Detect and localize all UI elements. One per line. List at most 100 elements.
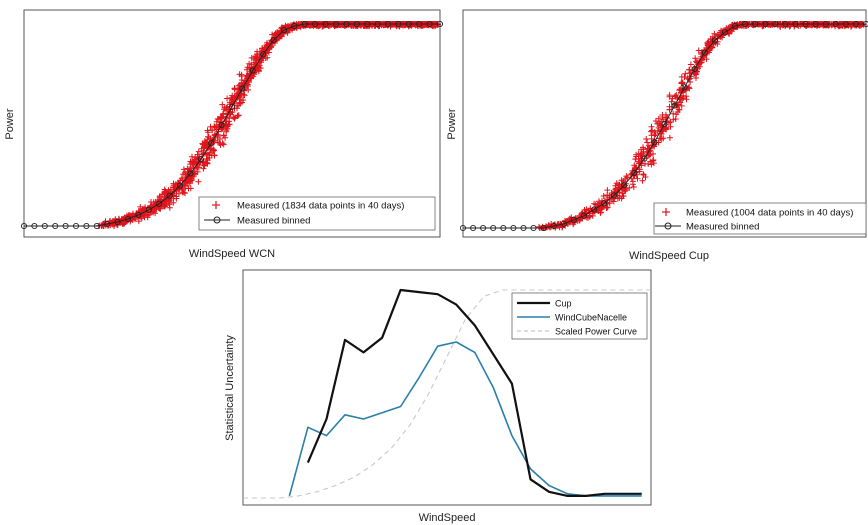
binned-point [530, 224, 537, 232]
binned-point [187, 170, 194, 177]
binned-point [772, 20, 779, 28]
binned-point [20, 222, 28, 230]
binned-point [322, 20, 329, 28]
binned-point [822, 20, 829, 28]
binned-point [490, 224, 497, 232]
scatter-point [662, 111, 669, 118]
scatter-point [654, 120, 661, 127]
binned-point [540, 224, 547, 232]
scatter-point [651, 132, 658, 139]
scatter-point [666, 106, 673, 113]
binned-point [312, 20, 319, 28]
scatter-point [570, 219, 577, 226]
binned-point [842, 20, 849, 28]
scatter-point [189, 158, 196, 165]
binned-curve-line [463, 23, 866, 229]
scatter-point [161, 186, 168, 193]
scatter-point [219, 101, 226, 108]
scatter-point [225, 121, 232, 128]
binned-point [691, 65, 698, 72]
scatter-point [728, 28, 735, 35]
binned-point [752, 20, 759, 28]
scatter-point [180, 166, 187, 173]
power-curve-panel-cup: Power WindSpeed Cup Measured (1004 data … [446, 9, 868, 262]
scatter-point [636, 168, 643, 175]
scatter-point [231, 115, 238, 122]
binned-point [550, 222, 557, 230]
legend: Measured (1004 data points in 40 days) M… [653, 202, 867, 235]
legend-label-scaled-power-curve: Scaled Power Curve [555, 327, 637, 337]
scatter-point [673, 92, 680, 98]
scatter-point [630, 184, 637, 190]
scatter-point [606, 200, 613, 207]
scatter-point [678, 73, 685, 80]
binned-point [721, 29, 729, 36]
scatter-point [623, 173, 630, 180]
scatter-point [208, 127, 215, 134]
binned-point [560, 220, 567, 227]
scatter-point [170, 199, 177, 206]
scatter-point [670, 110, 677, 117]
binned-point [114, 218, 121, 226]
scatter-point [234, 113, 241, 119]
scatter-point [687, 79, 694, 85]
binned-point [426, 20, 433, 28]
plot-area [459, 20, 868, 232]
scatter-point [678, 79, 685, 86]
binned-point [291, 22, 298, 30]
scatter-point [673, 111, 680, 118]
scatter-point [237, 94, 244, 100]
scatter-point [639, 177, 646, 184]
binned-point [580, 212, 587, 219]
scatter-point [213, 118, 220, 125]
binned-point [832, 20, 839, 28]
binned-point [135, 211, 142, 218]
scatter-point [668, 98, 675, 105]
scatter-point [678, 95, 685, 102]
scatter-point [200, 165, 207, 172]
scatter-point [675, 101, 682, 108]
scatter-point [211, 123, 218, 130]
scatter-point [220, 113, 227, 120]
scatter-point [635, 158, 642, 165]
scatter-point [414, 21, 421, 28]
binned-point [332, 20, 340, 28]
binned-point [62, 222, 69, 230]
scatter-point [695, 47, 702, 54]
legend: Measured (1834 data points in 40 days) M… [198, 196, 436, 231]
scatter-point [655, 124, 662, 131]
binned-point [384, 20, 392, 28]
binned-point [570, 216, 577, 223]
scatter-point [675, 106, 682, 113]
power-curve-panel-wcn: Power WindSpeed WCN Measured (1834 data … [4, 9, 444, 260]
scatter-point [146, 211, 153, 218]
binned-point [416, 20, 423, 28]
legend-label-binned: Measured binned [686, 222, 759, 233]
binned-point [280, 27, 288, 34]
scatter-point [622, 176, 629, 182]
scatter-point [596, 198, 602, 205]
binned-point [228, 103, 236, 110]
plot-area [20, 20, 444, 230]
scatter-point [248, 54, 255, 61]
binned-point [93, 222, 100, 230]
scatter-point [214, 116, 221, 123]
binned-point [611, 192, 618, 199]
scatter-point [256, 50, 263, 57]
binned-point [782, 20, 789, 28]
scatter-point [244, 66, 250, 73]
scatter-point [152, 205, 159, 212]
scatter-point [648, 161, 655, 168]
x-axis-label: WindSpeed Cup [629, 250, 709, 262]
scatter-point [393, 21, 400, 28]
scatter-point [672, 93, 679, 99]
scatter-point [207, 123, 214, 130]
scatter-point [182, 169, 188, 176]
binned-point [395, 20, 402, 28]
series-line-cup [306, 288, 642, 497]
binned-point [600, 200, 608, 207]
binned-curve-line [24, 23, 440, 227]
scatter-point [686, 70, 693, 77]
scatter-point [650, 157, 657, 163]
